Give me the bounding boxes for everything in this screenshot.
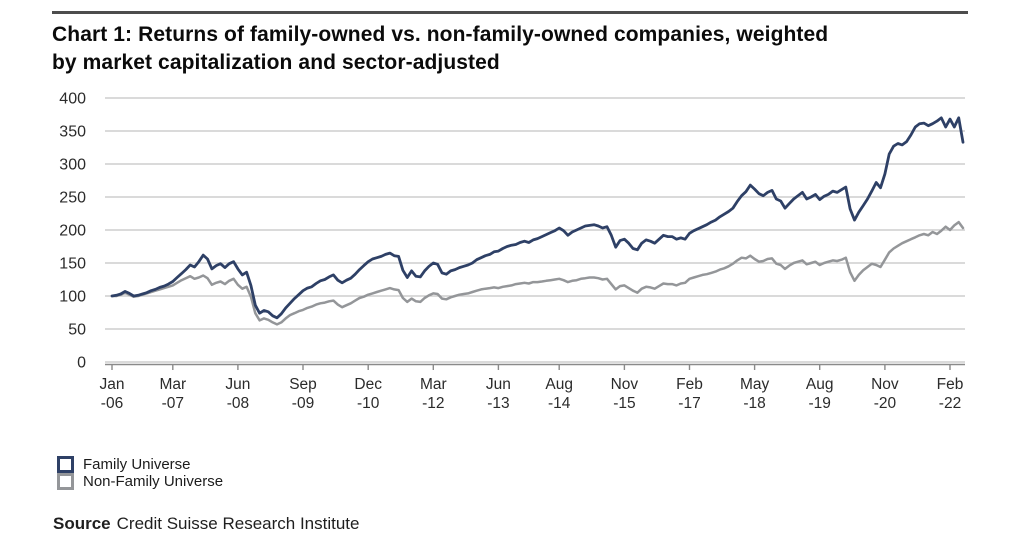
x-axis-tick-label: Mar -12 bbox=[420, 376, 447, 412]
chart-title-line1: Chart 1: Returns of family-owned vs. non… bbox=[52, 23, 829, 46]
y-axis-tick-label: 400 bbox=[59, 91, 86, 108]
y-axis-tick-label: 350 bbox=[59, 124, 86, 141]
source-text: Credit Suisse Research Institute bbox=[116, 514, 360, 533]
source-label: Source bbox=[53, 514, 111, 533]
source-line: Source Credit Suisse Research Institute bbox=[53, 514, 359, 534]
legend-label-non-family: Non-Family Universe bbox=[83, 473, 224, 490]
y-axis-tick-label: 100 bbox=[59, 289, 86, 306]
x-axis-tick-label: Aug -14 bbox=[545, 376, 573, 412]
y-axis-tick-label: 250 bbox=[59, 190, 86, 207]
x-axis-tick-label: Aug -19 bbox=[806, 376, 834, 412]
legend-label-family: Family Universe bbox=[83, 456, 191, 473]
legend-item-family: Family Universe bbox=[57, 456, 223, 473]
chart-legend: Family Universe Non-Family Universe bbox=[57, 456, 223, 490]
non-family-universe-line bbox=[110, 220, 965, 326]
title-rule bbox=[52, 11, 968, 14]
x-axis-tick-label: Feb -17 bbox=[676, 376, 703, 412]
x-axis-tick-label: Nov -15 bbox=[611, 376, 639, 412]
x-axis-tick-label: Jun -08 bbox=[225, 376, 250, 412]
y-axis-tick-label: 0 bbox=[77, 355, 86, 372]
chart-title: Chart 1: Returns of family-owned vs. non… bbox=[52, 21, 972, 77]
x-axis-tick-label: Mar -07 bbox=[159, 376, 186, 412]
x-axis-tick-label: May -18 bbox=[740, 376, 770, 412]
non-family-universe-swatch bbox=[57, 473, 74, 490]
family-universe-line bbox=[110, 116, 965, 320]
y-axis-tick-label: 150 bbox=[59, 256, 86, 273]
x-axis-tick-label: Jun -13 bbox=[486, 376, 511, 412]
y-axis-tick-label: 50 bbox=[68, 322, 86, 339]
family-universe-swatch bbox=[57, 456, 74, 473]
legend-item-non-family: Non-Family Universe bbox=[57, 473, 223, 490]
y-axis-tick-label: 300 bbox=[59, 157, 86, 174]
x-axis-tick-label: Nov -20 bbox=[871, 376, 899, 412]
y-axis-tick-label: 200 bbox=[59, 223, 86, 240]
x-axis-tick-label: Feb -22 bbox=[937, 376, 964, 412]
x-axis-tick-label: Dec -10 bbox=[354, 376, 382, 412]
x-axis-tick-label: Jan -06 bbox=[100, 376, 125, 412]
x-axis-tick-label: Sep -09 bbox=[289, 376, 317, 412]
chart-title-line2: by market capitalization and sector-adju… bbox=[52, 51, 500, 74]
